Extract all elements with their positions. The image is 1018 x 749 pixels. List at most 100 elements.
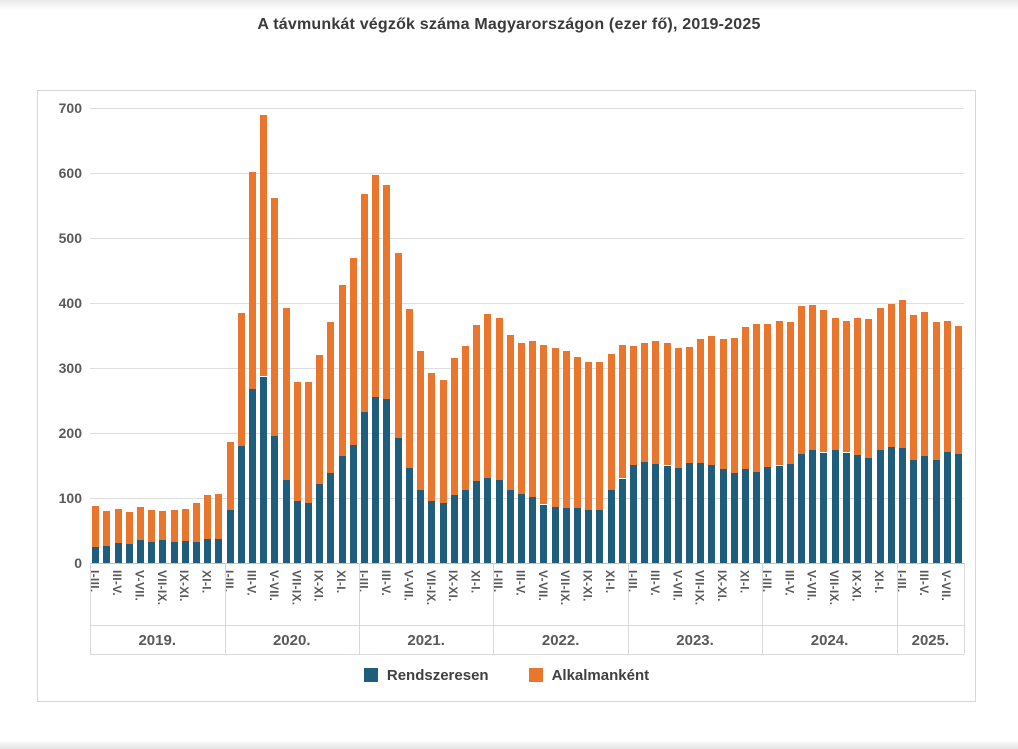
plot-area: 700 600 500 400 300 200 100 0 I-III. III-V. V-VII.… — [38, 91, 975, 701]
bar-alkalmankent — [697, 339, 705, 463]
bar-alkalmankent — [652, 341, 660, 464]
bar-alkalmankent — [708, 336, 716, 465]
y-tick-label: 0 — [74, 555, 82, 571]
bar-rendszeresen — [932, 460, 940, 563]
bar-alkalmankent — [854, 318, 862, 456]
bar-alkalmankent — [865, 319, 873, 458]
bar-alkalmankent — [719, 338, 727, 470]
group-divider — [90, 563, 91, 654]
x-tick-label: I-III. — [356, 570, 371, 593]
bar-alkalmankent — [820, 310, 828, 453]
bar-alkalmankent — [562, 351, 570, 509]
x-tick-label: XI-I. — [603, 570, 617, 594]
bar-rendszeresen — [282, 480, 290, 563]
bar-alkalmankent — [529, 341, 537, 497]
bar-rendszeresen — [450, 495, 458, 563]
bar-rendszeresen — [114, 542, 122, 563]
y-tick-label: 600 — [58, 165, 82, 181]
x-tick-label: III-V. — [378, 570, 393, 597]
bar-rendszeresen — [618, 478, 626, 563]
bar-alkalmankent — [809, 304, 817, 450]
bar-alkalmankent — [742, 327, 749, 469]
bar-alkalmankent — [181, 509, 189, 541]
bar-alkalmankent — [271, 198, 279, 436]
bar-alkalmankent — [327, 321, 335, 474]
bar-rendszeresen — [674, 468, 682, 563]
bar-alkalmankent — [249, 171, 256, 389]
bar-rendszeresen — [170, 541, 178, 564]
bar-alkalmankent — [607, 354, 615, 491]
x-tick-label: IX-XI. — [177, 570, 192, 602]
bar-rendszeresen — [204, 538, 212, 563]
x-tick-label: VII-IX. — [827, 570, 842, 606]
x-tick-label: XI-I. — [334, 570, 349, 594]
bar-alkalmankent — [338, 284, 346, 456]
x-tick-label: VII-IX. — [558, 570, 573, 606]
bar-rendszeresen — [596, 509, 604, 563]
bar-rendszeresen — [719, 469, 727, 563]
bar-alkalmankent — [473, 325, 481, 482]
bar-rendszeresen — [473, 481, 481, 563]
bar-alkalmankent — [293, 382, 301, 502]
bar-alkalmankent — [842, 321, 850, 453]
bar-alkalmankent — [674, 347, 682, 469]
bar-alkalmankent — [305, 381, 312, 504]
x-tick-label: IX-XI. — [715, 570, 730, 602]
bar-alkalmankent — [170, 509, 178, 542]
y-gridline — [90, 238, 964, 239]
x-tick-label: VII-IX. — [289, 570, 304, 606]
bar-alkalmankent — [831, 317, 839, 450]
x-tick-label: I-III. — [491, 570, 505, 593]
legend-item: Alkalmanként — [528, 667, 649, 684]
bar-alkalmankent — [103, 511, 111, 546]
bar-rendszeresen — [428, 500, 436, 563]
bar-alkalmankent — [786, 321, 794, 465]
legend-swatch-icon — [363, 668, 378, 682]
bar-rendszeresen — [148, 542, 156, 563]
x-tick-label: I-III. — [894, 570, 909, 593]
bar-rendszeresen — [641, 462, 649, 564]
bar-alkalmankent — [618, 344, 626, 479]
bar-rendszeresen — [551, 507, 559, 563]
bar-alkalmankent — [372, 175, 380, 397]
bar-rendszeresen — [786, 464, 794, 563]
bar-alkalmankent — [506, 334, 514, 491]
bar-rendszeresen — [484, 477, 492, 563]
bar-alkalmankent — [730, 338, 738, 473]
year-band-top-border — [90, 625, 964, 626]
bar-rendszeresen — [260, 376, 268, 563]
bar-alkalmankent — [316, 355, 324, 484]
bar-rendszeresen — [338, 455, 346, 564]
bar-rendszeresen — [686, 462, 693, 563]
bar-alkalmankent — [495, 318, 503, 480]
y-gridline — [90, 498, 964, 499]
bar-rendszeresen — [506, 490, 514, 563]
x-tick-label: V-VII. — [804, 570, 819, 602]
bar-rendszeresen — [663, 465, 671, 563]
bar-rendszeresen — [417, 490, 425, 563]
bar-rendszeresen — [249, 388, 256, 563]
bar-alkalmankent — [159, 511, 167, 541]
bar-rendszeresen — [898, 447, 906, 563]
bar-alkalmankent — [585, 361, 593, 510]
y-tick-label: 200 — [58, 425, 82, 441]
group-divider — [762, 563, 764, 654]
bar-alkalmankent — [282, 307, 290, 481]
x-tick-label: IX-XI. — [849, 570, 864, 602]
page-top-shadow — [0, 0, 1018, 10]
y-gridline — [90, 368, 964, 369]
bar-rendszeresen — [753, 472, 761, 563]
bar-rendszeresen — [573, 508, 581, 563]
bar-rendszeresen — [854, 455, 862, 563]
group-divider — [224, 563, 226, 654]
bar-alkalmankent — [764, 323, 772, 467]
bar-rendszeresen — [607, 490, 615, 563]
x-tick-label: IX-XI. — [311, 570, 326, 602]
bar-alkalmankent — [226, 442, 234, 510]
bar-alkalmankent — [204, 495, 212, 539]
bar-rendszeresen — [708, 464, 716, 564]
bar-rendszeresen — [103, 545, 111, 563]
bar-alkalmankent — [798, 306, 805, 455]
y-gridline — [90, 108, 964, 109]
year-label: 2022. — [541, 632, 580, 649]
